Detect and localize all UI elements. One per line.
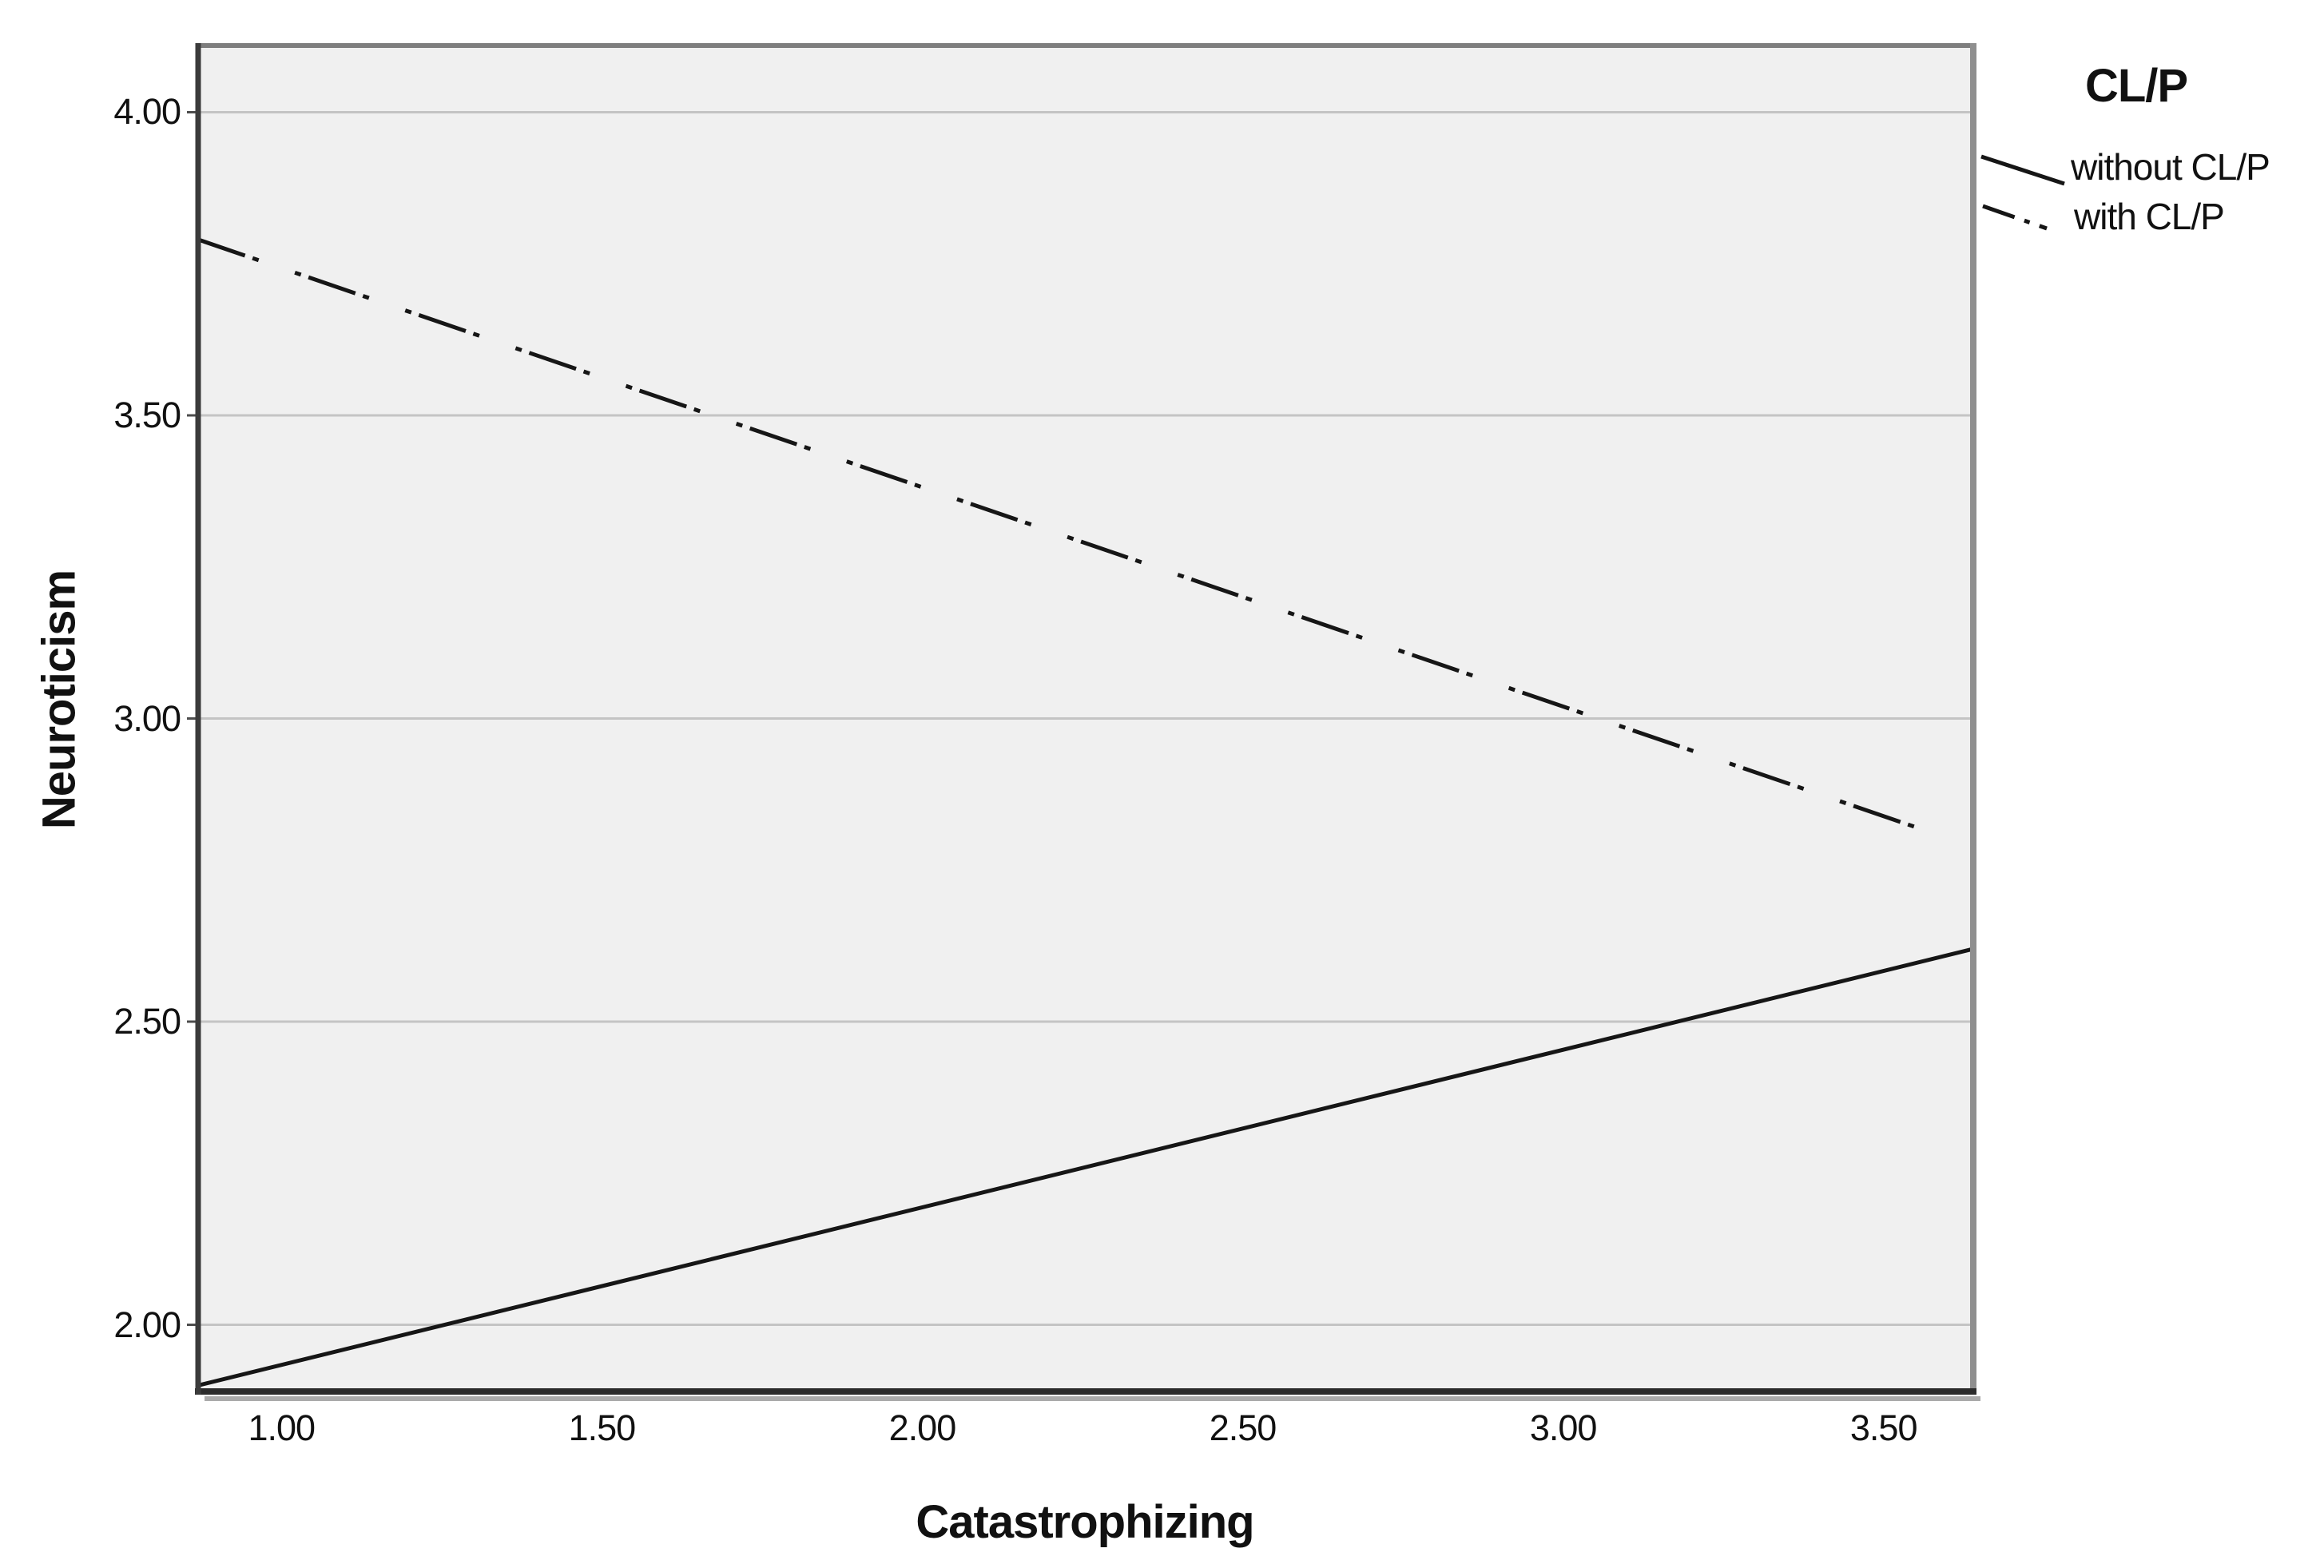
y-tick-label: 2.00	[113, 1304, 181, 1345]
y-tick-label: 3.00	[113, 697, 181, 739]
x-tick-label: 2.50	[1209, 1407, 1277, 1448]
y-tick-label: 3.50	[113, 394, 181, 435]
legend-title: CL/P	[2084, 60, 2188, 112]
x-axis-title: Catastrophizing	[916, 1496, 1254, 1548]
legend-line-without-clp-icon	[1980, 154, 2065, 186]
legend-label-without-clp: without CL/P	[2071, 146, 2270, 188]
x-tick-label: 3.00	[1529, 1407, 1598, 1448]
y-tick-label: 2.50	[113, 1001, 181, 1042]
series-line-without-cl-p	[197, 947, 1974, 1387]
x-tick-label: 2.00	[888, 1407, 957, 1448]
x-tick-label: 3.50	[1849, 1407, 1918, 1448]
x-tick-label: 1.00	[248, 1407, 316, 1448]
legend-label-with-clp: with CL/P	[2074, 196, 2225, 237]
y-tick-label: 4.00	[113, 91, 181, 133]
series-line-with-cl-p	[197, 237, 1936, 836]
legend-line-with-clp-icon	[1982, 204, 2048, 231]
x-tick-label: 1.50	[568, 1407, 637, 1448]
